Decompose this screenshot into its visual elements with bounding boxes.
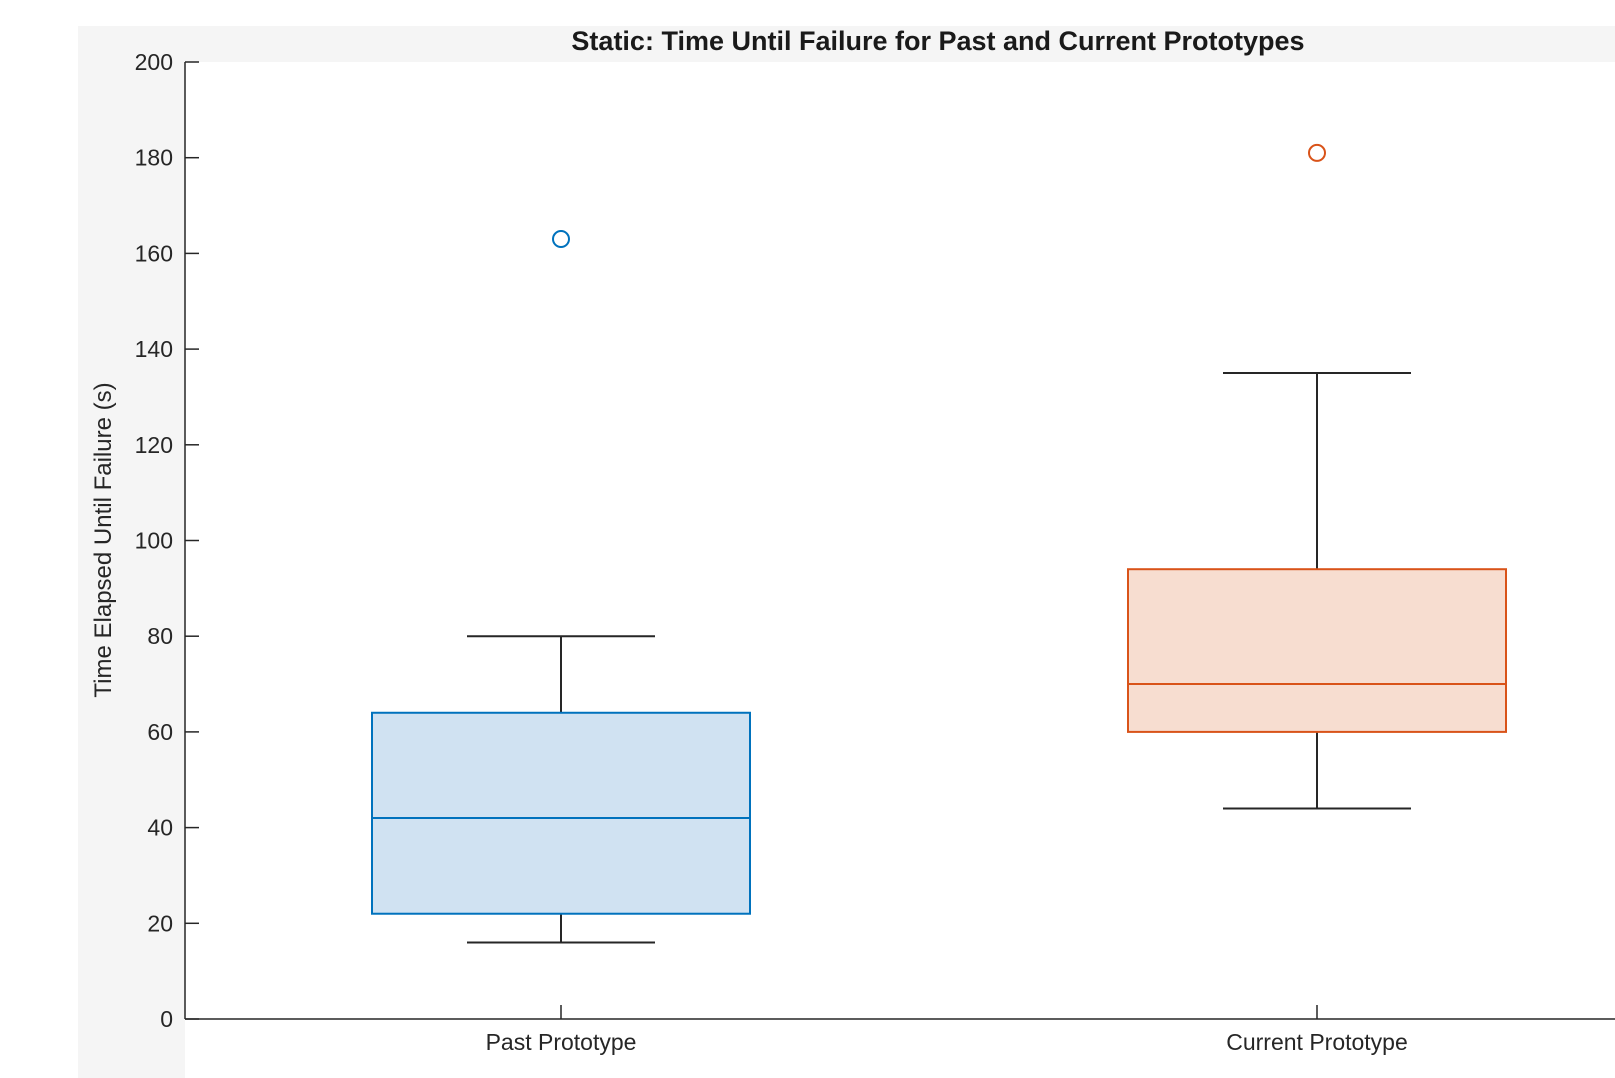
x-tick-label: Past Prototype bbox=[486, 1029, 637, 1055]
y-tick-label: 100 bbox=[135, 528, 173, 554]
x-tick-label: Current Prototype bbox=[1226, 1029, 1408, 1055]
outlier-point bbox=[1308, 143, 1326, 162]
y-tick-label: 20 bbox=[147, 910, 173, 936]
y-tick-label: 40 bbox=[147, 815, 173, 841]
box-iqr bbox=[371, 711, 751, 915]
outlier-point bbox=[552, 230, 570, 249]
box-group bbox=[371, 230, 751, 944]
y-tick-label: 160 bbox=[135, 240, 173, 266]
chart-marks bbox=[371, 143, 1507, 944]
box-iqr bbox=[1127, 568, 1507, 733]
chart-axes: 0 20 40 60 80 100 120 140 160 180 200 Past Prototyp… bbox=[135, 49, 1615, 1055]
y-tick-label: 60 bbox=[147, 719, 173, 745]
y-axis-label: Time Elapsed Until Failure (s) bbox=[90, 382, 117, 697]
y-tick-label: 140 bbox=[135, 336, 173, 362]
y-tick-label: 80 bbox=[147, 623, 173, 649]
chart-title: Static: Time Until Failure for Past and … bbox=[571, 26, 1304, 56]
y-tick-label: 120 bbox=[135, 432, 173, 458]
y-tick-label: 200 bbox=[135, 49, 173, 75]
box-group bbox=[1127, 143, 1507, 810]
y-tick-label: 0 bbox=[160, 1006, 173, 1032]
y-tick-label: 180 bbox=[135, 145, 173, 171]
